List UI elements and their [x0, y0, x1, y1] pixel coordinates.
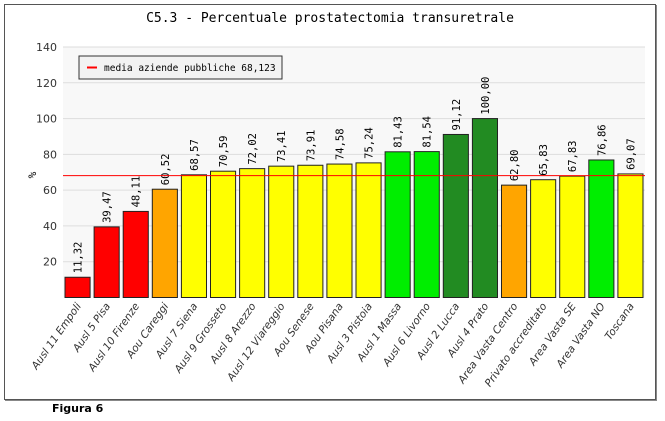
bar	[326, 163, 353, 298]
data-label: 73,41	[276, 131, 288, 163]
legend: media aziende pubbliche 68,123	[78, 55, 283, 80]
y-tick-label: 20	[43, 256, 57, 269]
bar	[442, 133, 469, 298]
data-label: 75,24	[364, 127, 376, 159]
bar	[530, 179, 557, 298]
bar	[471, 118, 498, 298]
bar	[559, 175, 586, 298]
y-tick-label: 100	[36, 113, 57, 126]
bar	[268, 165, 295, 298]
data-label: 69,07	[625, 138, 637, 170]
data-label: 11,32	[73, 242, 85, 274]
x-tick-label: Ausl 9 Grosseto	[172, 301, 230, 376]
data-label: 48,11	[131, 176, 143, 208]
data-label: 76,86	[596, 124, 608, 156]
data-label: 67,83	[567, 141, 579, 173]
bar	[151, 188, 178, 299]
legend-label: media aziende pubbliche 68,123	[104, 63, 276, 74]
bar	[384, 151, 411, 298]
y-tick-label: 120	[36, 77, 57, 90]
y-tick-label: 40	[43, 220, 57, 233]
data-label: 62,80	[509, 150, 521, 182]
data-label: 91,12	[451, 99, 463, 131]
data-label: 39,47	[102, 191, 114, 223]
x-tick-label: Toscana	[603, 301, 637, 343]
data-label: 60,52	[160, 154, 172, 186]
bar	[413, 151, 440, 298]
bar	[239, 168, 266, 298]
bar	[355, 162, 382, 298]
data-label: 68,57	[189, 139, 201, 171]
x-tick-label: Ausl 10 Firenze	[86, 301, 143, 375]
bar	[501, 184, 528, 298]
bar	[210, 170, 237, 298]
data-label: 73,91	[305, 130, 317, 162]
data-label: 74,58	[334, 128, 346, 160]
y-tick-label: 60	[43, 184, 57, 197]
x-tick-label: Ausl 11 Empoli	[29, 301, 84, 373]
bar	[297, 164, 324, 298]
bar	[122, 210, 149, 298]
bar	[180, 174, 207, 299]
plot-area	[63, 47, 645, 298]
data-label: 65,83	[538, 144, 550, 176]
bar	[93, 226, 120, 298]
data-label: 81,43	[393, 116, 405, 148]
data-label: 100,00	[480, 77, 492, 115]
data-label: 81,54	[422, 116, 434, 148]
y-tick-label: 80	[43, 148, 57, 161]
chart-title: C5.3 - Percentuale prostatectomia transu…	[146, 11, 514, 26]
y-axis-label: %	[26, 171, 39, 178]
bar	[617, 173, 644, 298]
bar	[64, 276, 91, 299]
data-label: 72,02	[247, 133, 259, 165]
data-label: 70,59	[218, 136, 230, 168]
y-tick-label: 140	[36, 41, 57, 54]
bar	[588, 159, 615, 298]
figure-caption: Figura 6	[52, 402, 104, 415]
